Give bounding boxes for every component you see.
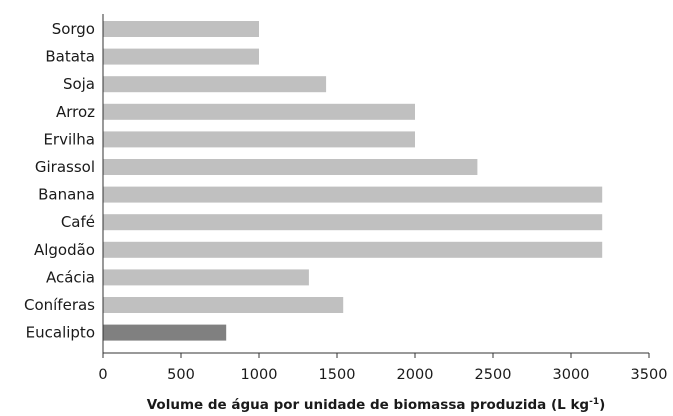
bar-2 (103, 76, 327, 93)
bar-8 (103, 241, 603, 258)
x-axis-ticks: 0 500 1000 1500 2000 2500 3000 3500 (98, 353, 667, 383)
category-label-3: Arroz (56, 103, 95, 121)
bar-6 (103, 186, 603, 203)
bar-11 (103, 324, 227, 341)
category-label-7: Café (61, 213, 95, 231)
x-tick-label-2: 1000 (241, 367, 278, 383)
x-tick-label-3: 1500 (319, 367, 356, 383)
x-axis-title: Volume de água por unidade de biomassa p… (147, 397, 606, 413)
x-tick-label-5: 2500 (475, 367, 512, 383)
x-tick-label-7: 3500 (631, 367, 668, 383)
bar-5 (103, 159, 478, 175)
category-label-1: Batata (45, 48, 95, 66)
category-label-8: Algodão (34, 241, 95, 259)
x-axis-title-superscript: -1 (589, 397, 599, 407)
x-tick-label-6: 3000 (553, 367, 590, 383)
x-tick-label-4: 2000 (397, 367, 434, 383)
bars-group (103, 21, 603, 341)
x-tick-label-1: 500 (167, 367, 195, 383)
bar-7 (103, 214, 603, 231)
x-tick-label-0: 0 (98, 367, 107, 383)
bar-1 (103, 48, 259, 65)
bar-10 (103, 297, 344, 313)
category-label-0: Sorgo (52, 20, 95, 38)
category-label-6: Banana (38, 186, 95, 204)
category-label-10: Coníferas (24, 296, 95, 314)
bar-9 (103, 269, 309, 286)
bar-3 (103, 103, 415, 120)
category-label-11: Eucalipto (26, 324, 95, 342)
category-label-5: Girassol (35, 158, 95, 176)
category-labels: Sorgo Batata Soja Arroz Ervilha Girassol Banan… (24, 20, 95, 342)
bar-0 (103, 21, 259, 37)
bar-4 (103, 131, 415, 148)
category-label-9: Acácia (46, 268, 95, 286)
category-label-4: Ervilha (43, 130, 95, 148)
category-label-2: Soja (63, 75, 95, 93)
